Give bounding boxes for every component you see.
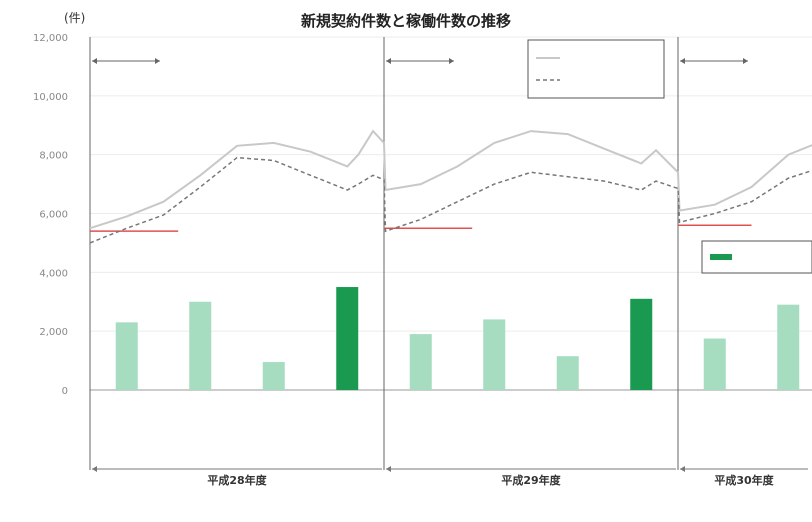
chart-title: 新規契約件数と稼働件数の推移 bbox=[300, 12, 511, 30]
fiscal-year-bands: 平成28年度 平成29年度 平成30年度 bbox=[92, 466, 808, 487]
series-line-solid bbox=[89, 129, 812, 230]
fiscal-year-label: 平成29年度 bbox=[501, 473, 561, 487]
y-tick-label: 8,000 bbox=[39, 151, 68, 162]
y-axis-unit: (件) bbox=[64, 11, 86, 25]
legend-box-lines bbox=[527, 39, 665, 99]
period-markers bbox=[92, 58, 748, 64]
series-lines bbox=[89, 129, 812, 244]
bar bbox=[189, 301, 212, 390]
fiscal-year-band-arrow bbox=[386, 466, 391, 472]
y-tick-label: 10,000 bbox=[33, 92, 68, 103]
bars bbox=[115, 287, 800, 390]
period-marker-arrow-left bbox=[92, 58, 97, 64]
fiscal-year-dividers bbox=[89, 37, 679, 470]
period-marker-arrow-left bbox=[386, 58, 391, 64]
bar bbox=[777, 304, 800, 390]
y-tick-label: 0 bbox=[62, 386, 68, 397]
y-axis-ticks: 0 2,000 4,000 6,000 8,000 10,000 12,000 bbox=[33, 33, 68, 397]
bar bbox=[703, 338, 726, 390]
fiscal-year-band-arrow bbox=[92, 466, 97, 472]
period-marker-arrow-left bbox=[680, 58, 685, 64]
y-tick-label: 12,000 bbox=[33, 33, 68, 44]
fiscal-year-label: 平成30年度 bbox=[714, 473, 774, 487]
period-marker-arrow-right bbox=[743, 58, 748, 64]
period-marker-arrow-right bbox=[449, 58, 454, 64]
bar bbox=[483, 319, 506, 390]
y-tick-label: 2,000 bbox=[39, 327, 68, 338]
legend bbox=[527, 39, 812, 274]
bar bbox=[409, 334, 432, 390]
reference-lines bbox=[90, 224, 752, 232]
bar bbox=[336, 287, 359, 390]
fiscal-year-band-arrow bbox=[680, 466, 685, 472]
period-marker-arrow-right bbox=[155, 58, 160, 64]
bar bbox=[630, 298, 653, 390]
series-line-dashed bbox=[89, 156, 812, 244]
y-tick-label: 4,000 bbox=[39, 268, 68, 279]
y-tick-label: 6,000 bbox=[39, 210, 68, 221]
bar bbox=[262, 362, 285, 390]
fiscal-year-label: 平成28年度 bbox=[207, 473, 267, 487]
bar bbox=[115, 322, 138, 390]
bar bbox=[556, 356, 579, 390]
legend-bar-swatch bbox=[710, 254, 732, 260]
